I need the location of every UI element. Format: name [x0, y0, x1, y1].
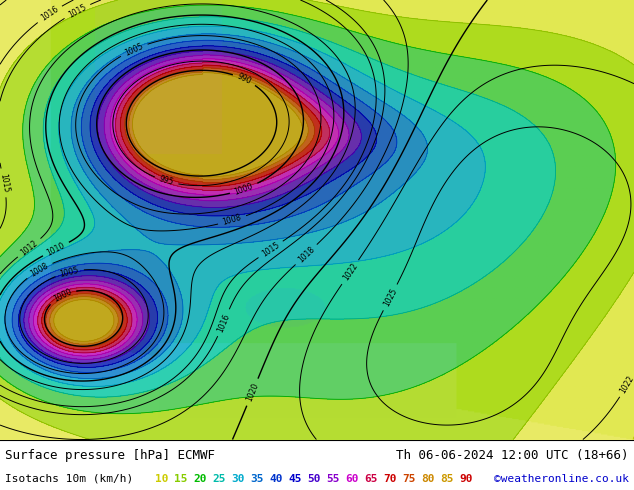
Text: 1000: 1000 — [51, 287, 73, 304]
Text: ©weatheronline.co.uk: ©weatheronline.co.uk — [494, 474, 629, 484]
Text: 85: 85 — [441, 474, 454, 484]
Text: 1018: 1018 — [296, 245, 316, 265]
Text: 995: 995 — [158, 175, 175, 188]
Text: 1008: 1008 — [29, 261, 50, 279]
Text: 80: 80 — [422, 474, 435, 484]
Text: Isotachs 10m (km/h): Isotachs 10m (km/h) — [5, 474, 133, 484]
Text: 1015: 1015 — [0, 172, 10, 193]
Text: 35: 35 — [250, 474, 264, 484]
Text: 1000: 1000 — [233, 181, 255, 196]
Text: 65: 65 — [365, 474, 378, 484]
Text: Th 06-06-2024 12:00 UTC (18+66): Th 06-06-2024 12:00 UTC (18+66) — [396, 449, 629, 462]
Text: 1022: 1022 — [341, 262, 359, 283]
Text: 1008: 1008 — [222, 213, 243, 227]
Text: 60: 60 — [346, 474, 359, 484]
Text: 10: 10 — [155, 474, 169, 484]
Text: 1025: 1025 — [382, 287, 399, 308]
Text: 75: 75 — [403, 474, 416, 484]
Text: 990: 990 — [236, 72, 253, 87]
Text: 1005: 1005 — [123, 42, 145, 58]
Text: 25: 25 — [212, 474, 226, 484]
Text: 1015: 1015 — [260, 240, 281, 259]
Text: 20: 20 — [193, 474, 207, 484]
Text: 45: 45 — [288, 474, 302, 484]
Text: 50: 50 — [307, 474, 321, 484]
Text: 40: 40 — [269, 474, 283, 484]
Text: 15: 15 — [174, 474, 188, 484]
Text: 55: 55 — [327, 474, 340, 484]
Text: 70: 70 — [384, 474, 397, 484]
Text: 1016: 1016 — [39, 5, 60, 23]
Text: 30: 30 — [231, 474, 245, 484]
Text: 1020: 1020 — [245, 382, 260, 403]
Text: 1016: 1016 — [216, 312, 231, 333]
Text: 90: 90 — [460, 474, 473, 484]
Text: 1022: 1022 — [619, 374, 634, 395]
Text: Surface pressure [hPa] ECMWF: Surface pressure [hPa] ECMWF — [5, 449, 215, 462]
Text: 1005: 1005 — [59, 266, 80, 279]
Text: 1015: 1015 — [67, 2, 87, 20]
Text: 1012: 1012 — [19, 238, 39, 257]
Text: 1010: 1010 — [45, 241, 67, 257]
